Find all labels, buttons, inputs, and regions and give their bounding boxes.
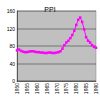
svg-text:1965: 1965 (44, 83, 50, 94)
svg-text:1980: 1980 (73, 83, 79, 94)
svg-text:PPI: PPI (44, 6, 55, 13)
svg-text:120: 120 (7, 26, 16, 32)
svg-text:80: 80 (9, 43, 15, 49)
svg-text:160: 160 (7, 8, 16, 14)
svg-text:1960: 1960 (34, 83, 40, 94)
svg-text:1950: 1950 (14, 83, 20, 94)
svg-text:1970: 1970 (54, 83, 60, 94)
svg-text:40: 40 (9, 61, 15, 67)
svg-text:1975: 1975 (63, 83, 69, 94)
svg-text:1985: 1985 (83, 83, 89, 94)
svg-text:1955: 1955 (24, 83, 30, 94)
svg-text:1990: 1990 (93, 83, 99, 94)
svg-text:0: 0 (12, 78, 15, 84)
